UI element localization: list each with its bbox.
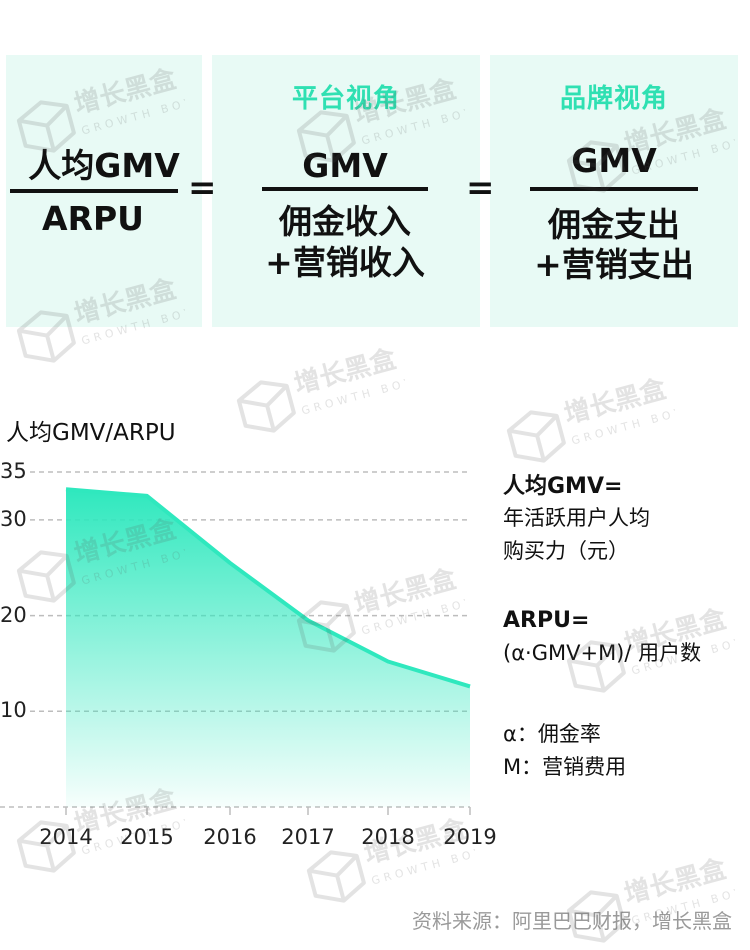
x-tick-label-2016: 2016 bbox=[203, 825, 257, 849]
y-tick-label-10: 10 bbox=[0, 698, 27, 723]
left-denominator: ARPU bbox=[42, 199, 144, 238]
alpha-definition: α：佣金率 bbox=[503, 722, 601, 746]
gmv-definition-line1: 年活跃用户人均 bbox=[503, 506, 650, 530]
y-tick-label-30: 30 bbox=[0, 506, 27, 531]
platform-denominator-line2: +营销收入 bbox=[265, 243, 425, 282]
gmv-definition-title: 人均GMV= bbox=[503, 474, 623, 499]
source-note: 资料来源：阿里巴巴财报，增长黑盒 bbox=[412, 909, 732, 933]
platform-view-title: 平台视角 bbox=[291, 84, 400, 114]
arpu-definition-title: ARPU= bbox=[503, 608, 590, 633]
platform-fraction-bar bbox=[262, 187, 428, 191]
x-tick-label-2017: 2017 bbox=[281, 825, 335, 849]
area-fill bbox=[66, 489, 470, 807]
series-line bbox=[65, 487, 471, 689]
x-tick-label-2014: 2014 bbox=[39, 825, 93, 849]
brand-denominator-line2: +营销支出 bbox=[534, 245, 694, 284]
equals-sign-1: = bbox=[188, 168, 217, 208]
x-tick-label-2019: 2019 bbox=[443, 825, 497, 849]
brand-numerator: GMV bbox=[571, 141, 657, 180]
equals-sign-2: = bbox=[466, 168, 495, 208]
m-definition: M：营销费用 bbox=[503, 755, 627, 779]
formula-panel-brand bbox=[490, 55, 738, 327]
x-tick-label-2018: 2018 bbox=[361, 825, 415, 849]
left-numerator: 人均GMV bbox=[28, 146, 180, 185]
arpu-definition-line1: (α·GMV+M)/ 用户数 bbox=[503, 641, 702, 665]
brand-denominator-line1: 佣金支出 bbox=[548, 205, 680, 244]
platform-denominator-line1: 佣金收入 bbox=[279, 202, 411, 241]
brand-view-title: 品牌视角 bbox=[559, 84, 668, 114]
left-fraction-bar bbox=[10, 189, 178, 193]
y-tick-label-35: 35 bbox=[0, 459, 27, 483]
y-axis-title: 人均GMV/ARPU bbox=[6, 420, 176, 446]
platform-numerator: GMV bbox=[302, 146, 388, 185]
formula-panel-platform bbox=[212, 55, 480, 327]
y-tick-label-20: 20 bbox=[0, 602, 27, 627]
gmv-definition-line2: 购买力（元） bbox=[503, 539, 629, 563]
x-tick-label-2015: 2015 bbox=[120, 825, 174, 849]
brand-fraction-bar bbox=[530, 187, 698, 191]
